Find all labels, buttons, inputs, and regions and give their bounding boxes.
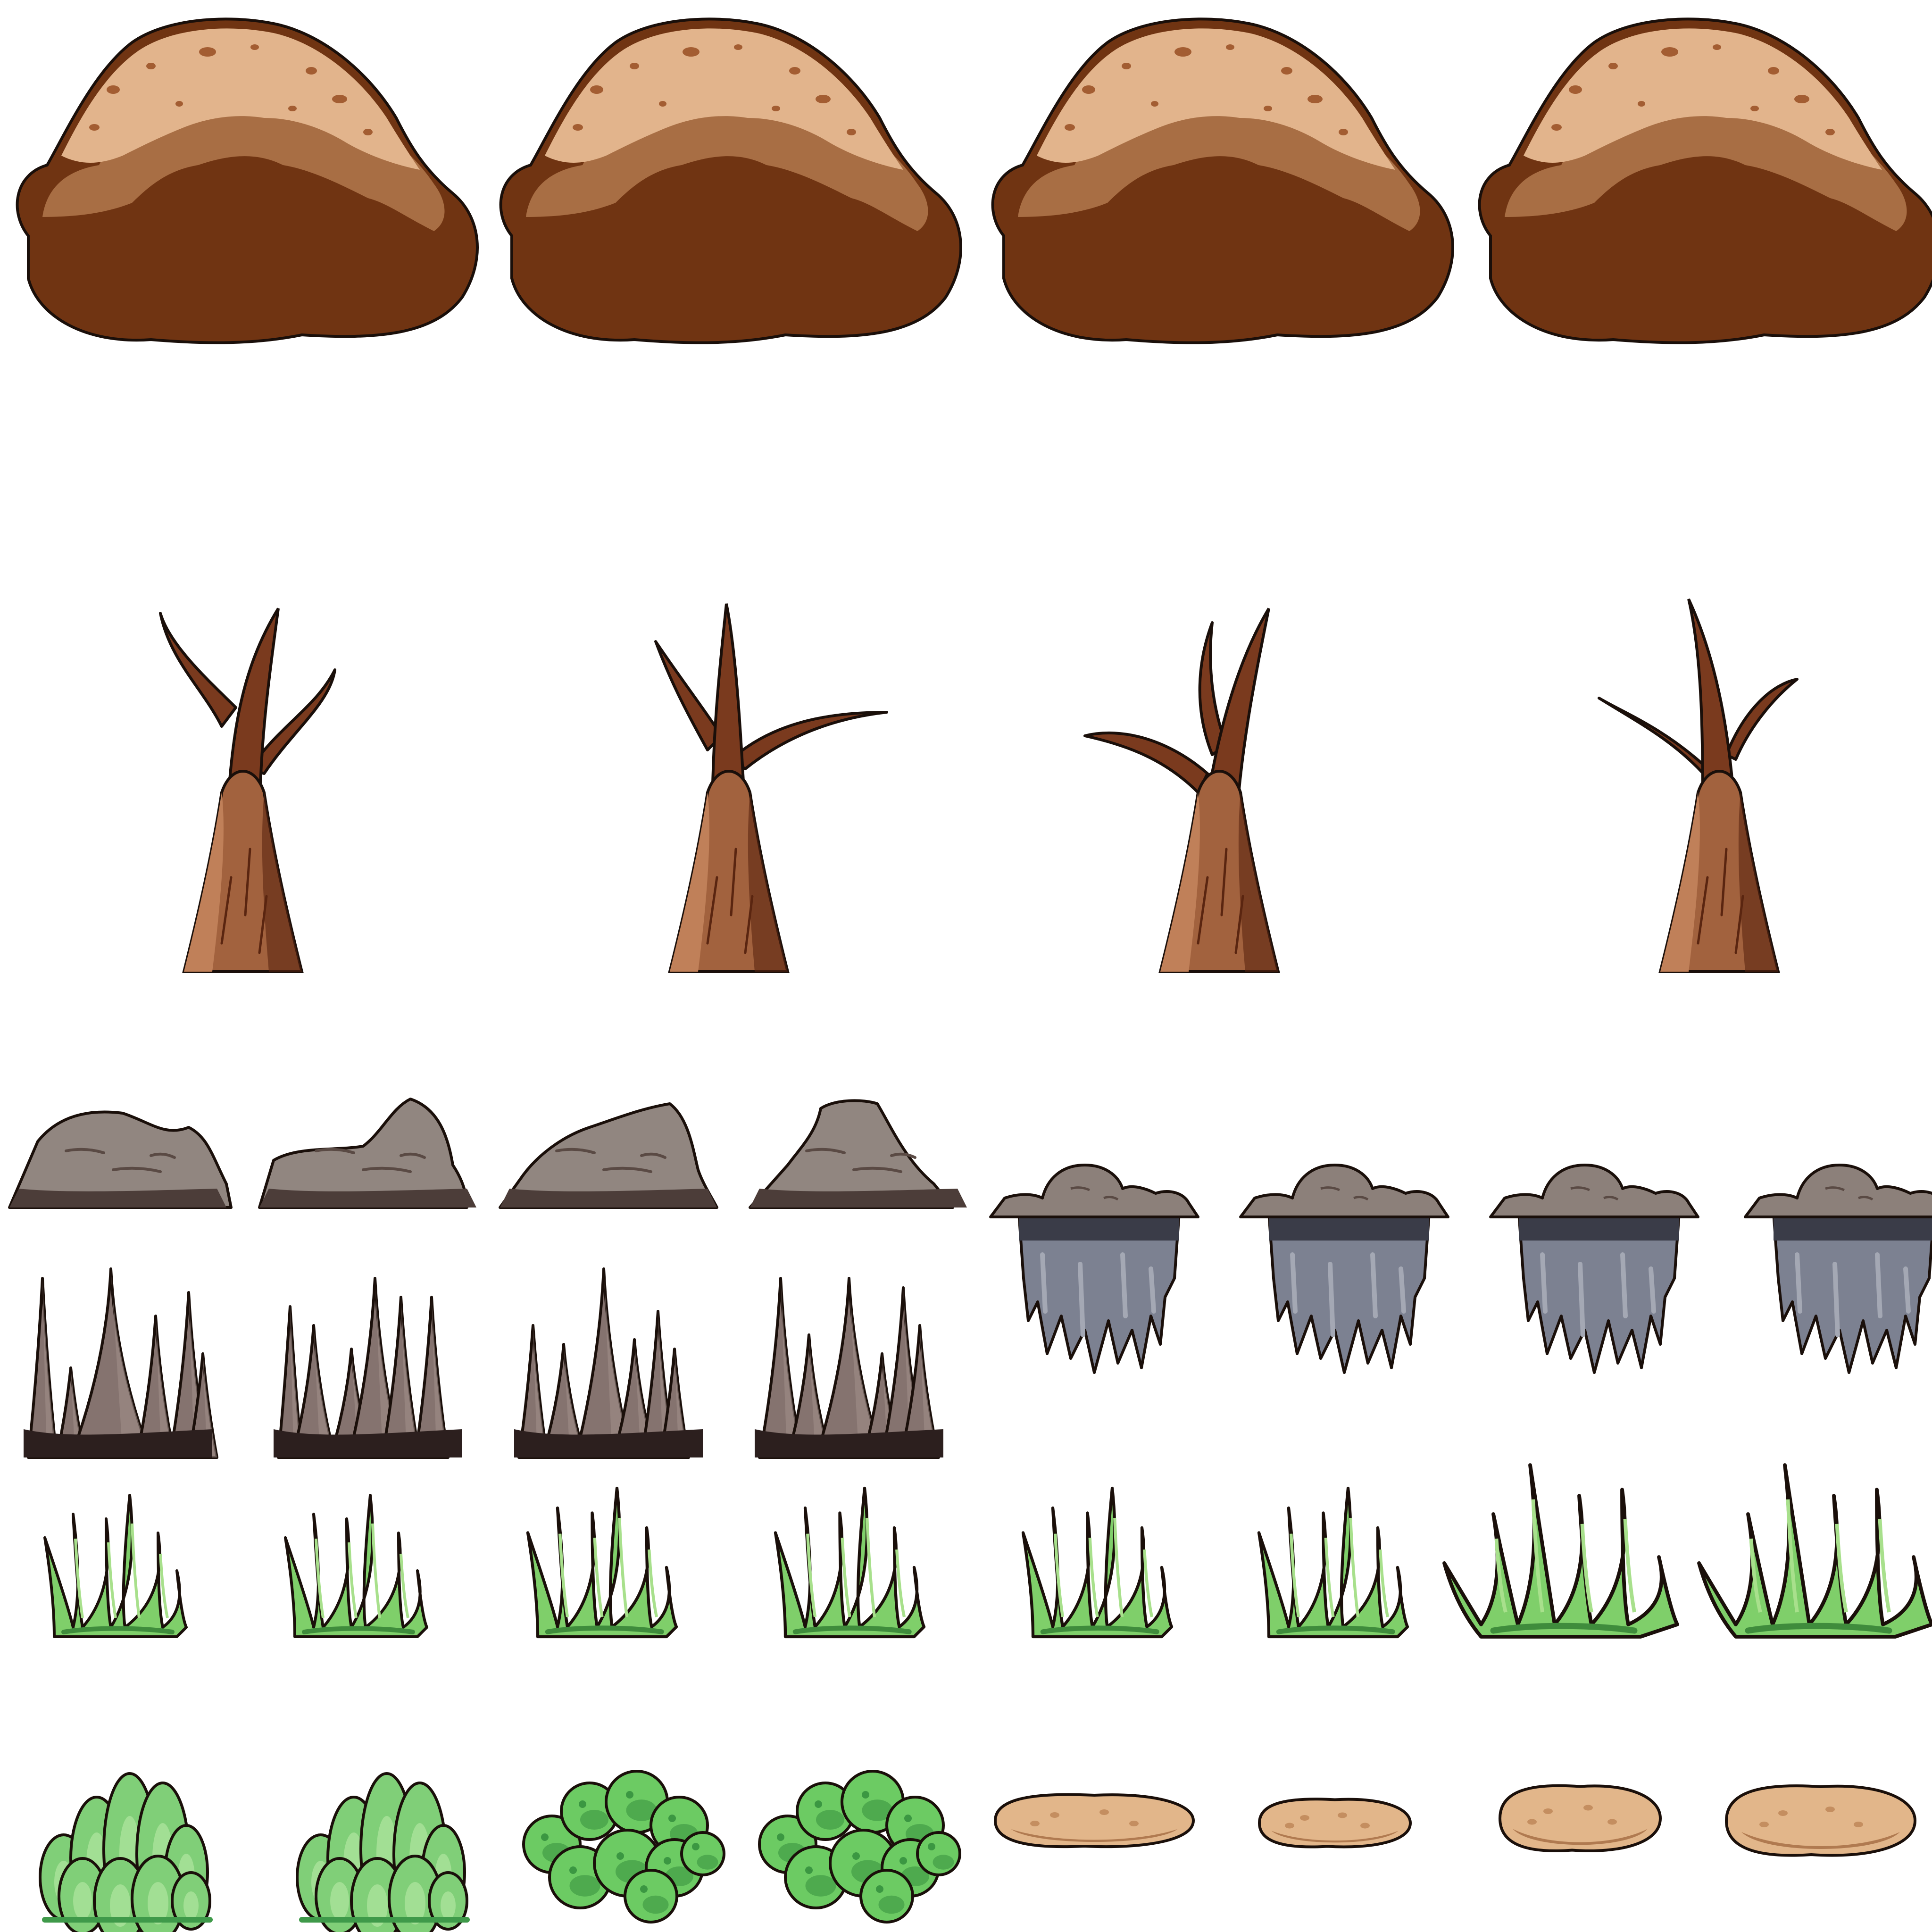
dirt-mound-sprite	[991, 17, 1454, 344]
round-leaf-bush-sprite	[522, 1770, 725, 1924]
gray-rock-sprite	[499, 1102, 718, 1209]
gray-rock-sprite	[8, 1110, 233, 1209]
gray-rock-sprite	[258, 1098, 476, 1209]
dirt-mounds-row	[16, 17, 1932, 344]
dead-tree-sprite	[159, 608, 336, 973]
dirt-mound-sprite	[499, 17, 962, 344]
rock-spikes-sprite	[514, 1267, 703, 1459]
dead-trees-row	[159, 598, 1799, 973]
grass-tufts-row	[43, 1463, 1932, 1639]
sand-stone-sprite	[1498, 1784, 1662, 1852]
round-leaf-bush-sprite	[758, 1770, 961, 1924]
dirt-mound-sprite	[16, 17, 479, 344]
grass-tuft-sprite	[1257, 1486, 1409, 1639]
rock-spikes-sprite	[274, 1277, 462, 1459]
gray-rocks-row	[8, 1098, 967, 1209]
grass-tuft-sprite	[774, 1486, 926, 1639]
sand-stone-sprite	[1724, 1784, 1917, 1857]
sand-stone-sprite	[993, 1793, 1195, 1849]
floating-rock-platform-sprite	[1744, 1164, 1932, 1374]
grass-tuft-sprite	[1697, 1463, 1932, 1639]
grass-tuft-sprite	[526, 1486, 678, 1639]
gray-rock-sprite	[749, 1099, 967, 1209]
dirt-mound-sprite	[1478, 17, 1932, 344]
dead-tree-sprite	[1598, 598, 1799, 973]
grass-tuft-sprite	[1021, 1486, 1174, 1639]
sand-stone-sprite	[1257, 1798, 1412, 1849]
grass-tuft-sprite	[1442, 1463, 1679, 1639]
succulent-bush-sprite	[39, 1772, 213, 1932]
grass-tuft-sprite	[43, 1494, 188, 1638]
dead-tree-sprite	[1083, 608, 1280, 973]
rock-spikes-sprite	[755, 1277, 943, 1459]
floating-rock-platform-sprite	[1239, 1164, 1449, 1374]
sand-stones-row	[993, 1784, 1917, 1857]
dead-tree-sprite	[654, 603, 888, 973]
floating-rock-platforms-row	[989, 1164, 1932, 1374]
floating-rock-platform-sprite	[989, 1164, 1199, 1374]
rock-spikes-row	[24, 1267, 943, 1459]
rock-spikes-sprite	[24, 1267, 218, 1459]
floating-rock-platform-sprite	[1489, 1164, 1699, 1374]
grass-tuft-sprite	[284, 1494, 428, 1638]
succulent-bush-sprite	[296, 1772, 470, 1932]
bushes-row	[39, 1770, 961, 1932]
